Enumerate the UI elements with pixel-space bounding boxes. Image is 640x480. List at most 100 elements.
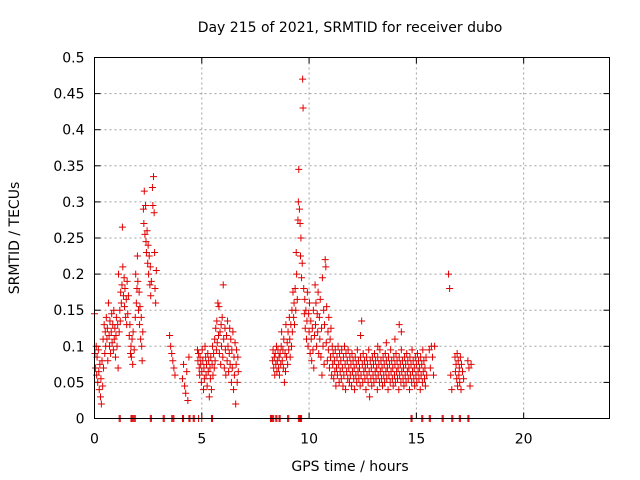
data-point [419, 346, 427, 354]
data-point [421, 382, 429, 390]
data-point [421, 375, 429, 383]
data-point [111, 324, 119, 332]
y-tick-label: 0.05 [53, 375, 84, 391]
data-point [105, 331, 113, 339]
data-point [451, 368, 459, 376]
tick-labels: 0 0.05 0.1 0.15 0.2 0.25 0.3 0.35 0.4 0.45 0.5 0 5 10… [53, 51, 532, 448]
data-point [104, 357, 112, 365]
data-point [311, 281, 319, 289]
data-point [145, 252, 153, 260]
data-point [216, 328, 224, 336]
data-point [348, 350, 356, 358]
data-point [445, 270, 453, 278]
x-axis-label: GPS time / hours [291, 459, 408, 475]
data-point [217, 360, 225, 368]
data-point [391, 335, 399, 343]
data-point [227, 335, 235, 343]
data-point [316, 335, 324, 343]
data-point [205, 357, 213, 365]
data-point [196, 371, 204, 379]
data-point [416, 386, 424, 394]
data-point [337, 357, 345, 365]
data-point [283, 339, 291, 347]
data-point [110, 335, 118, 343]
data-point [320, 306, 328, 314]
data-point [95, 386, 103, 394]
data-point [230, 371, 238, 379]
data-point [303, 288, 311, 296]
data-point [358, 317, 366, 325]
data-point [212, 346, 220, 354]
data-point [170, 364, 178, 372]
data-point [348, 382, 356, 390]
data-point [420, 357, 428, 365]
plot-frame [94, 57, 610, 419]
x-tick-label: 20 [515, 432, 533, 448]
data-point [123, 277, 131, 285]
data-point [455, 371, 463, 379]
data-point [233, 378, 241, 386]
data-point [168, 350, 176, 358]
data-point [225, 350, 233, 358]
data-point [185, 353, 193, 361]
data-point [121, 285, 129, 293]
data-point [363, 371, 371, 379]
data-point [100, 321, 108, 329]
data-point [200, 375, 208, 383]
data-point [308, 324, 316, 332]
data-point [209, 371, 217, 379]
data-point [290, 321, 298, 329]
data-point [115, 328, 123, 336]
data-point [115, 270, 123, 278]
data-point [234, 353, 242, 361]
data-point [290, 299, 298, 307]
data-point [447, 371, 455, 379]
data-point [112, 353, 120, 361]
data-point [110, 306, 118, 314]
y-tick-label: 0.1 [62, 339, 84, 355]
data-point [114, 321, 122, 329]
data-point [200, 386, 208, 394]
data-point [355, 375, 363, 383]
data-point [327, 353, 335, 361]
data-point [428, 353, 436, 361]
data-point [94, 378, 102, 386]
data-point [352, 360, 360, 368]
data-point [361, 375, 369, 383]
data-point [226, 324, 234, 332]
data-point [357, 331, 365, 339]
data-point [323, 357, 331, 365]
data-point [169, 357, 177, 365]
data-point [103, 324, 111, 332]
data-point [150, 209, 158, 217]
data-point [336, 350, 344, 358]
data-point [214, 299, 222, 307]
data-point [329, 350, 337, 358]
data-point [152, 299, 160, 307]
data-point [125, 331, 133, 339]
data-point [306, 350, 314, 358]
data-point [178, 375, 186, 383]
data-point [219, 353, 227, 361]
data-point [314, 328, 322, 336]
data-point [400, 382, 408, 390]
y-axis-label: SRMTID / TECUs [7, 182, 23, 295]
data-point [120, 274, 128, 282]
data-point [418, 360, 426, 368]
data-point [326, 335, 334, 343]
data-point [459, 368, 467, 376]
data-point [233, 346, 241, 354]
data-point [287, 342, 295, 350]
data-point [408, 346, 416, 354]
data-point [395, 321, 403, 329]
data-point [108, 339, 116, 347]
data-point [340, 371, 348, 379]
data-point [309, 346, 317, 354]
data-point [104, 299, 112, 307]
data-point [127, 342, 135, 350]
data-point [425, 346, 433, 354]
data-point [133, 252, 141, 260]
data-point [397, 346, 405, 354]
data-point [135, 288, 143, 296]
